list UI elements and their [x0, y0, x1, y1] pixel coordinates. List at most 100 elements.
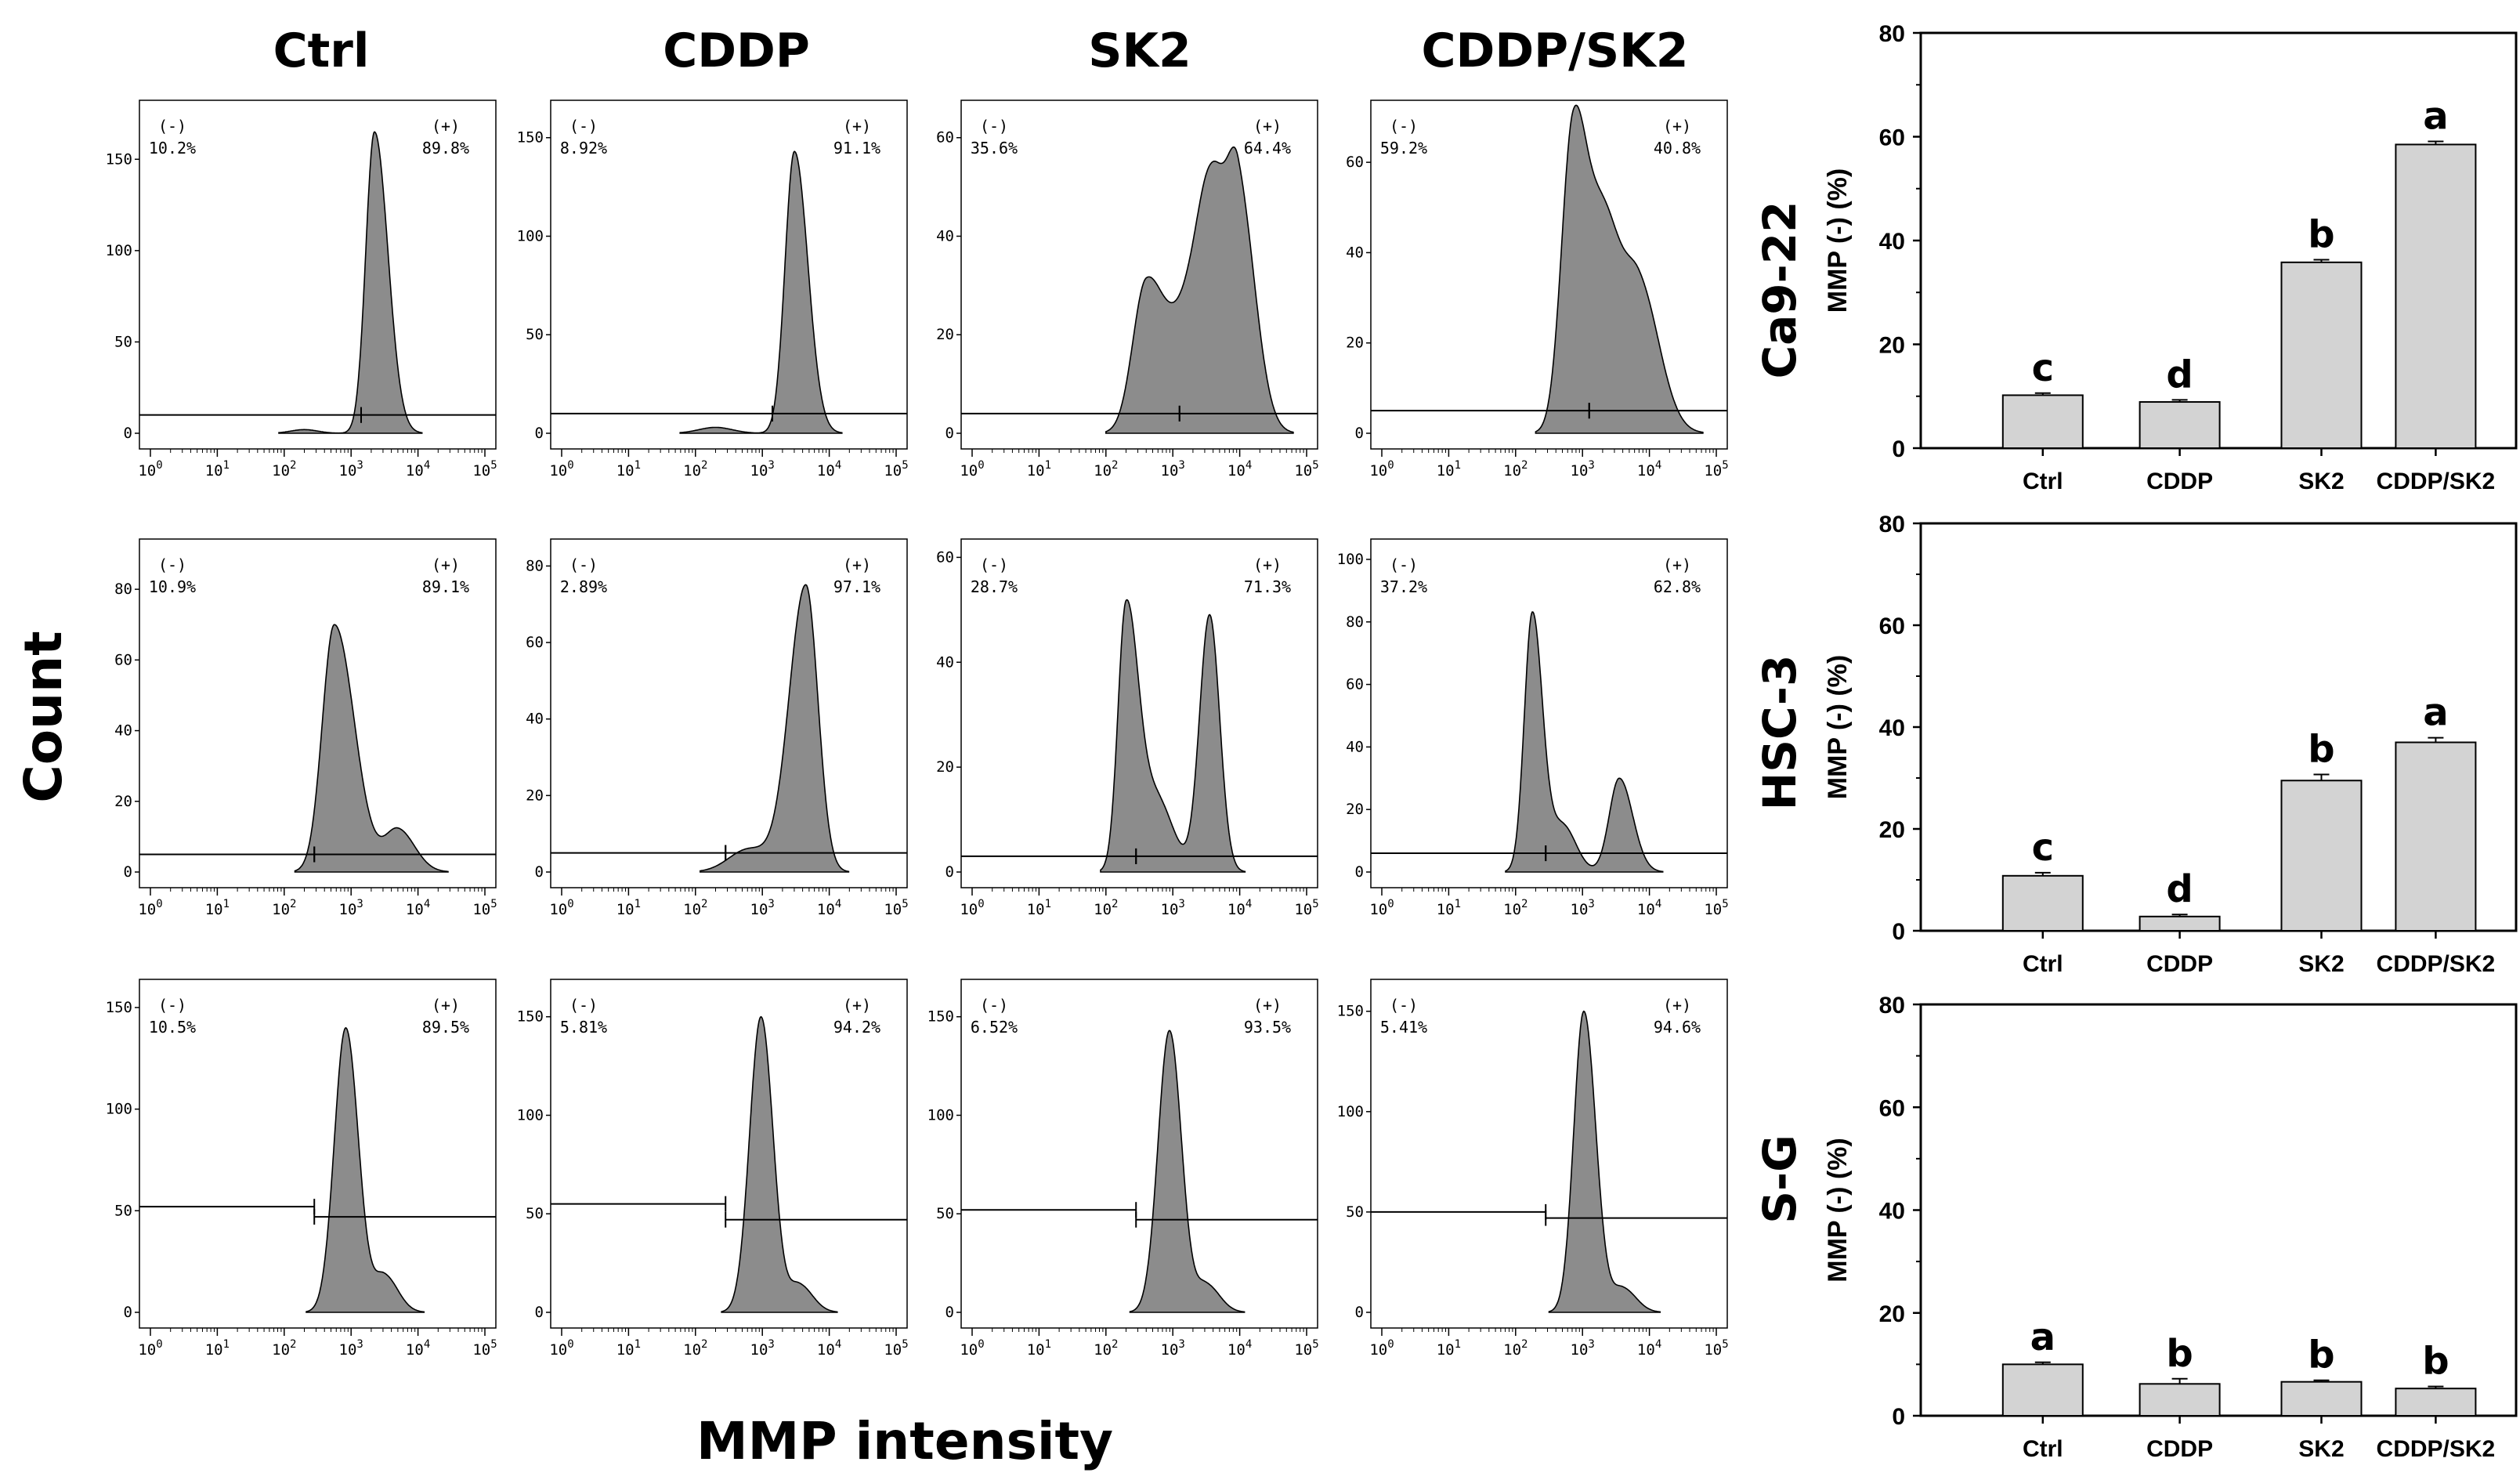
panel-frame	[550, 979, 908, 1329]
x-tick-label: 100	[549, 898, 573, 918]
gate-positive-label: (+)	[432, 996, 460, 1015]
y-tick-label: 20	[936, 758, 954, 776]
x-tick-label: 102	[1503, 459, 1528, 479]
y-tick-label: 0	[535, 1304, 544, 1321]
gate-negative-label: (-)	[569, 555, 598, 574]
bar-x-tick-label-sk2: SK2	[2298, 951, 2344, 977]
histogram-panel-s-g-ctrl: 0 50 100 150 100 101 102 103 104 105 (-) 10.5% (+) 89…	[106, 979, 497, 1359]
gate-negative-percent: 10.5%	[149, 1018, 196, 1037]
x-tick-label: 100	[960, 459, 984, 479]
gate-positive-percent: 94.6%	[1654, 1018, 1701, 1037]
y-tick-label: 20	[1346, 335, 1364, 352]
bar-x-tick-label-ctrl: Ctrl	[2023, 1436, 2063, 1462]
gate-positive-label: (+)	[843, 555, 871, 574]
row-label-ca9-22: Ca9-22	[1753, 201, 1806, 379]
y-tick-label: 100	[106, 1101, 132, 1118]
x-tick-label: 102	[1094, 459, 1118, 479]
x-tick-label: 100	[138, 459, 162, 479]
y-tick-label: 60	[1346, 676, 1364, 693]
y-tick-label: 150	[517, 1008, 544, 1026]
gate-positive-percent: 64.4%	[1244, 139, 1291, 157]
significance-letter-sk2: b	[2308, 213, 2334, 257]
y-tick-label: 40	[936, 227, 954, 244]
histogram-curve	[1100, 599, 1246, 873]
x-tick-label: 105	[472, 1338, 497, 1359]
bar-y-tick-label: 40	[1879, 1199, 1905, 1225]
y-tick-label: 20	[1346, 801, 1364, 818]
histogram-grid: 0 50 100 150 100 101 102 103 104 105 (-) 10.2% (+) 89…	[106, 100, 1729, 1359]
y-tick-label: 50	[526, 326, 544, 343]
panel-frame	[139, 538, 497, 888]
histogram-curve	[1548, 1010, 1661, 1313]
row-labels: Ca9-22 HSC-3 S-G	[1753, 201, 1806, 1224]
bar-x-tick-label-cddp: CDDP	[2146, 951, 2213, 977]
x-tick-label: 104	[1637, 459, 1661, 479]
histogram-curve	[1535, 104, 1704, 434]
x-tick-label: 102	[272, 1338, 296, 1359]
gate-negative-label: (-)	[569, 117, 598, 136]
x-tick-label: 103	[1161, 459, 1185, 479]
y-tick-label: 40	[1346, 244, 1364, 261]
bar-sk2	[2280, 1380, 2363, 1417]
significance-letter-cddp-sk2: b	[2422, 1340, 2449, 1384]
x-tick-label: 105	[1294, 1338, 1318, 1359]
gate-negative-percent: 35.6%	[971, 139, 1018, 157]
gate-negative-percent: 5.81%	[560, 1018, 607, 1037]
gate-negative-percent: 37.2%	[1380, 577, 1427, 596]
x-tick-label: 101	[205, 1338, 230, 1359]
y-tick-label: 20	[114, 793, 132, 810]
x-tick-label: 103	[339, 1338, 363, 1359]
gate-negative-label: (-)	[158, 996, 186, 1015]
gate-positive-percent: 89.1%	[422, 577, 469, 596]
y-tick-label: 0	[535, 425, 544, 442]
histogram-panel-ca9-22-cddp: 0 50 100 150 100 101 102 103 104 105 (-) 8.92% (+) 91…	[517, 100, 909, 479]
bar-y-tick-label: 80	[1879, 21, 1905, 47]
gate-positive-label: (+)	[1253, 555, 1282, 574]
panel-frame	[1370, 979, 1728, 1329]
bar-x-tick-label-cddp-sk2: CDDP/SK2	[2377, 469, 2496, 494]
x-tick-label: 101	[1027, 898, 1051, 918]
gate-negative-label: (-)	[158, 117, 186, 136]
significance-letter-ctrl: a	[2030, 1315, 2055, 1359]
y-tick-label: 0	[124, 863, 132, 881]
y-tick-label: 150	[517, 129, 544, 147]
x-tick-label: 101	[616, 898, 641, 918]
y-tick-label: 60	[936, 548, 954, 566]
significance-letter-cddp: d	[2166, 867, 2193, 911]
x-tick-label: 100	[960, 1338, 984, 1359]
y-tick-label: 60	[114, 651, 132, 668]
x-tick-label: 103	[1571, 898, 1595, 918]
x-tick-label: 102	[683, 459, 707, 479]
y-tick-label: 50	[936, 1205, 954, 1222]
x-tick-label: 101	[1437, 1338, 1461, 1359]
gate-positive-percent: 89.5%	[422, 1018, 469, 1037]
x-tick-label: 103	[750, 459, 775, 479]
x-tick-label: 104	[1227, 898, 1252, 918]
x-tick-label: 105	[884, 1338, 908, 1359]
panel-frame	[960, 100, 1318, 450]
x-tick-label: 100	[1369, 1338, 1394, 1359]
y-tick-label: 50	[1346, 1203, 1364, 1221]
x-tick-label: 104	[406, 1338, 430, 1359]
bar-x-tick-label-cddp: CDDP	[2146, 1436, 2213, 1462]
y-tick-label: 40	[526, 711, 544, 728]
y-tick-label: 0	[1355, 425, 1364, 442]
bar-y-axis-label: MMP (-) (%)	[1823, 168, 1853, 313]
gate-positive-label: (+)	[432, 555, 460, 574]
x-tick-label: 104	[817, 459, 841, 479]
x-tick-label: 101	[616, 459, 641, 479]
gate-negative-label: (-)	[980, 117, 1008, 136]
row-label-hsc-3: HSC-3	[1753, 655, 1806, 811]
gate-positive-label: (+)	[1663, 555, 1691, 574]
bar-y-tick-label: 0	[1892, 436, 1905, 462]
column-header-cddp-sk2: CDDP/SK2	[1422, 24, 1689, 78]
x-tick-label: 103	[750, 1338, 775, 1359]
y-tick-label: 80	[1346, 613, 1364, 631]
bar-y-axis-label: MMP (-) (%)	[1823, 655, 1853, 799]
gate-negative-percent: 2.89%	[560, 577, 607, 596]
histogram-curve	[294, 624, 449, 873]
panel-frame	[960, 979, 1318, 1329]
gate-positive-percent: 89.8%	[422, 139, 469, 157]
x-tick-label: 102	[272, 459, 296, 479]
